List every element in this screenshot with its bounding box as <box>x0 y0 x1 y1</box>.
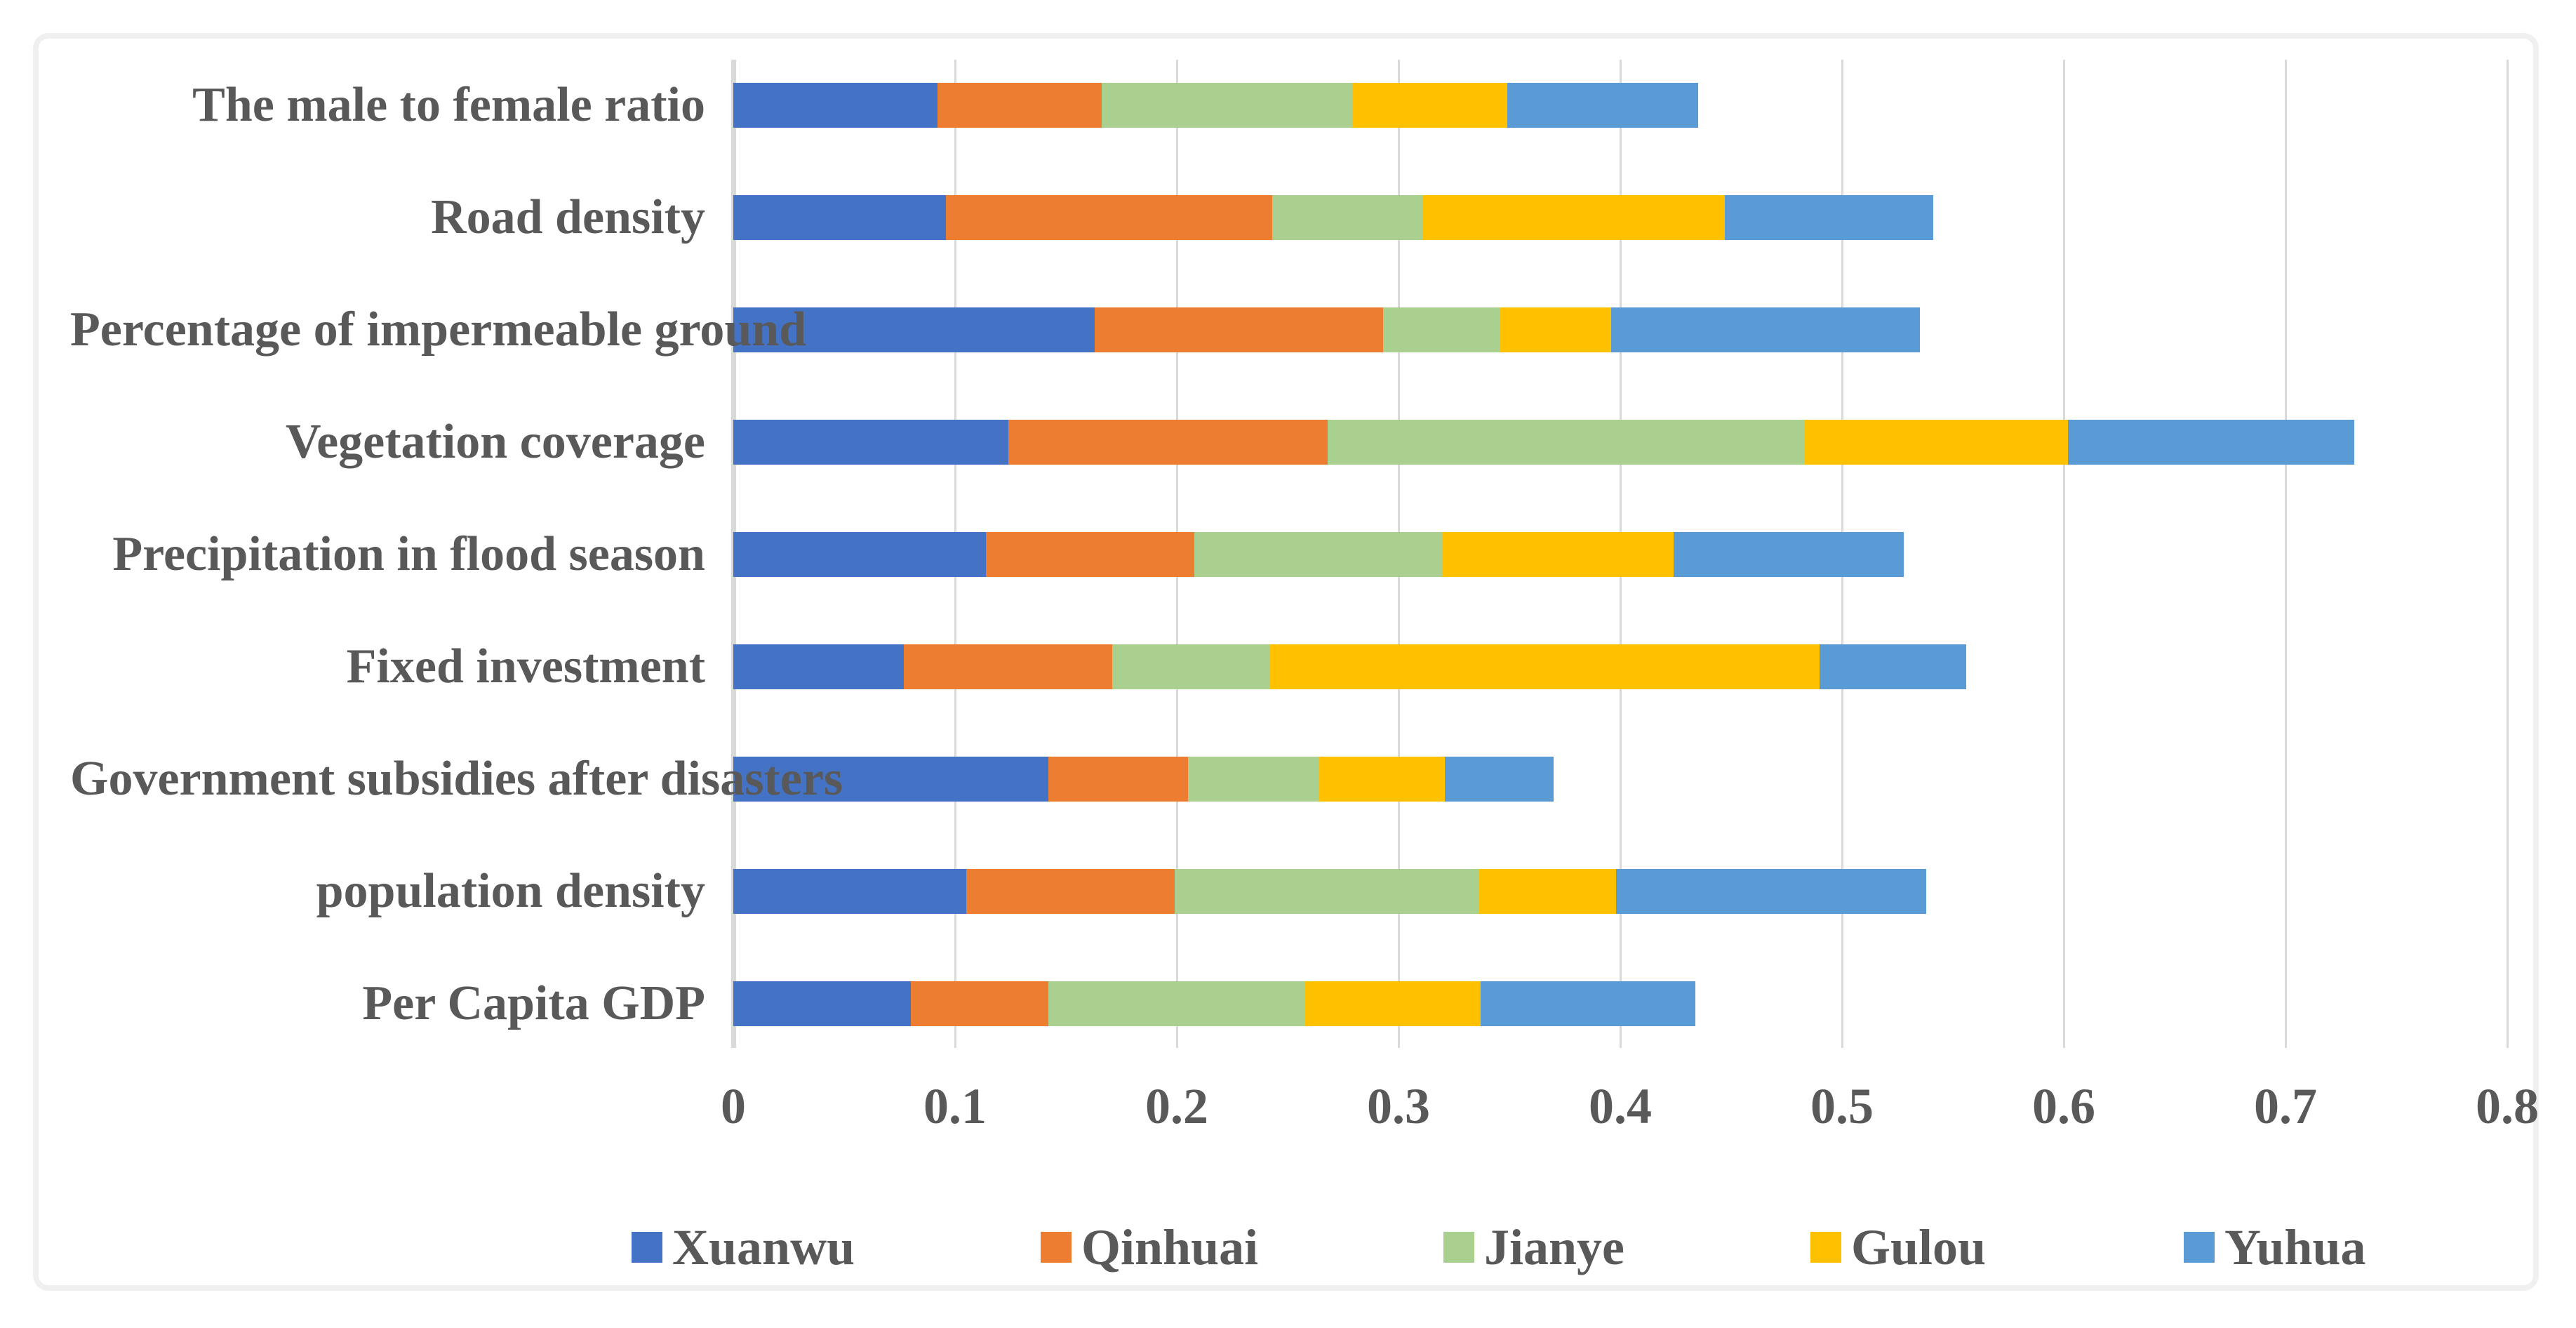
category-label: Vegetation coverage <box>285 415 705 469</box>
bar-row <box>733 869 1927 914</box>
bar-row <box>733 757 1554 802</box>
bar-segment-yuhua <box>1673 532 1904 577</box>
legend-item-jianye: Jianye <box>1443 1222 1624 1273</box>
bar-segment-qinhuai <box>946 195 1272 240</box>
x-tick-label: 0.6 <box>2032 1078 2095 1134</box>
bar-segment-gulou <box>1500 307 1612 352</box>
legend-item-xuanwu: Xuanwu <box>632 1222 855 1273</box>
gridline <box>2285 60 2287 1048</box>
bar-segment-qinhuai <box>910 981 1048 1026</box>
bar-segment-gulou <box>1443 532 1674 577</box>
bar-segment-jianye <box>1327 420 1805 465</box>
bar-row <box>733 981 1696 1026</box>
x-tick-label: 0.4 <box>1589 1078 1652 1134</box>
category-label: Fixed investment <box>346 639 705 693</box>
bar-segment-xuanwu <box>733 757 1048 802</box>
category-label: Road density <box>431 190 705 244</box>
bar-segment-xuanwu <box>733 532 987 577</box>
bar-segment-gulou <box>1352 83 1507 128</box>
bar-segment-yuhua <box>1724 195 1933 240</box>
bar-segment-yuhua <box>1820 644 1966 689</box>
bar-row <box>733 83 1698 128</box>
x-tick-label: 0.8 <box>2476 1078 2539 1134</box>
bar-segment-yuhua <box>1445 757 1554 802</box>
gridline <box>2063 60 2065 1048</box>
bar-segment-qinhuai <box>1048 757 1188 802</box>
category-label: The male to female ratio <box>192 78 705 132</box>
legend-label: Qinhuai <box>1081 1219 1259 1275</box>
legend-label: Jianye <box>1484 1219 1625 1275</box>
bar-segment-jianye <box>1194 532 1443 577</box>
x-tick-label: 0.3 <box>1367 1078 1430 1134</box>
bar-segment-qinhuai <box>1008 420 1328 465</box>
legend-marker-icon <box>2184 1232 2215 1263</box>
bar-segment-gulou <box>1305 981 1481 1026</box>
legend-marker-icon <box>1443 1232 1474 1263</box>
bar-segment-qinhuai <box>937 83 1102 128</box>
bar-segment-xuanwu <box>733 981 911 1026</box>
bar-row <box>733 195 1933 240</box>
bar-row <box>733 307 1920 352</box>
legend-item-qinhuai: Qinhuai <box>1041 1222 1258 1273</box>
x-tick-label: 0.5 <box>1810 1078 1874 1134</box>
x-tick-label: 0.1 <box>923 1078 987 1134</box>
bar-segment-jianye <box>1174 869 1479 914</box>
bar-segment-yuhua <box>2068 420 2354 465</box>
legend-marker-icon <box>1041 1232 1072 1263</box>
bar-segment-xuanwu <box>733 83 937 128</box>
bar-segment-yuhua <box>1615 869 1927 914</box>
bar-segment-jianye <box>1101 83 1352 128</box>
legend-label: Xuanwu <box>672 1219 855 1275</box>
bar-row <box>733 420 2354 465</box>
bar-segment-jianye <box>1272 195 1423 240</box>
bar-row <box>733 644 1966 689</box>
category-label: Government subsidies after disasters <box>70 752 843 806</box>
x-tick-label: 0.2 <box>1145 1078 1208 1134</box>
x-tick-label: 0 <box>721 1078 746 1134</box>
bar-segment-gulou <box>1269 644 1820 689</box>
bar-segment-yuhua <box>1480 981 1696 1026</box>
category-label: Precipitation in flood season <box>112 527 705 581</box>
bar-segment-gulou <box>1478 869 1616 914</box>
bar-segment-xuanwu <box>733 869 966 914</box>
bar-segment-gulou <box>1422 195 1725 240</box>
bar-segment-gulou <box>1804 420 2069 465</box>
legend-label: Yuhua <box>2224 1219 2366 1275</box>
bar-segment-qinhuai <box>986 532 1195 577</box>
bar-segment-yuhua <box>1611 307 1920 352</box>
bar-segment-xuanwu <box>733 420 1008 465</box>
bar-segment-gulou <box>1319 757 1446 802</box>
legend-item-gulou: Gulou <box>1810 1222 1986 1273</box>
category-label: Percentage of impermeable ground <box>70 303 807 357</box>
legend-label: Gulou <box>1851 1219 1987 1275</box>
bar-segment-xuanwu <box>733 644 905 689</box>
bar-segment-xuanwu <box>733 307 1095 352</box>
bar-row <box>733 532 1904 577</box>
bar-segment-jianye <box>1112 644 1270 689</box>
bar-segment-jianye <box>1382 307 1501 352</box>
category-label: population density <box>316 864 705 918</box>
bar-segment-qinhuai <box>966 869 1175 914</box>
legend-marker-icon <box>632 1232 662 1263</box>
x-tick-label: 0.7 <box>2254 1078 2317 1134</box>
legend-item-yuhua: Yuhua <box>2184 1222 2366 1273</box>
gridline <box>2507 60 2509 1048</box>
bar-segment-jianye <box>1048 981 1306 1026</box>
bar-segment-jianye <box>1187 757 1319 802</box>
category-label: Per Capita GDP <box>362 976 705 1030</box>
legend-marker-icon <box>1810 1232 1841 1263</box>
bar-segment-qinhuai <box>1095 307 1383 352</box>
bar-segment-qinhuai <box>904 644 1113 689</box>
bar-segment-xuanwu <box>733 195 947 240</box>
bar-segment-yuhua <box>1507 83 1698 128</box>
